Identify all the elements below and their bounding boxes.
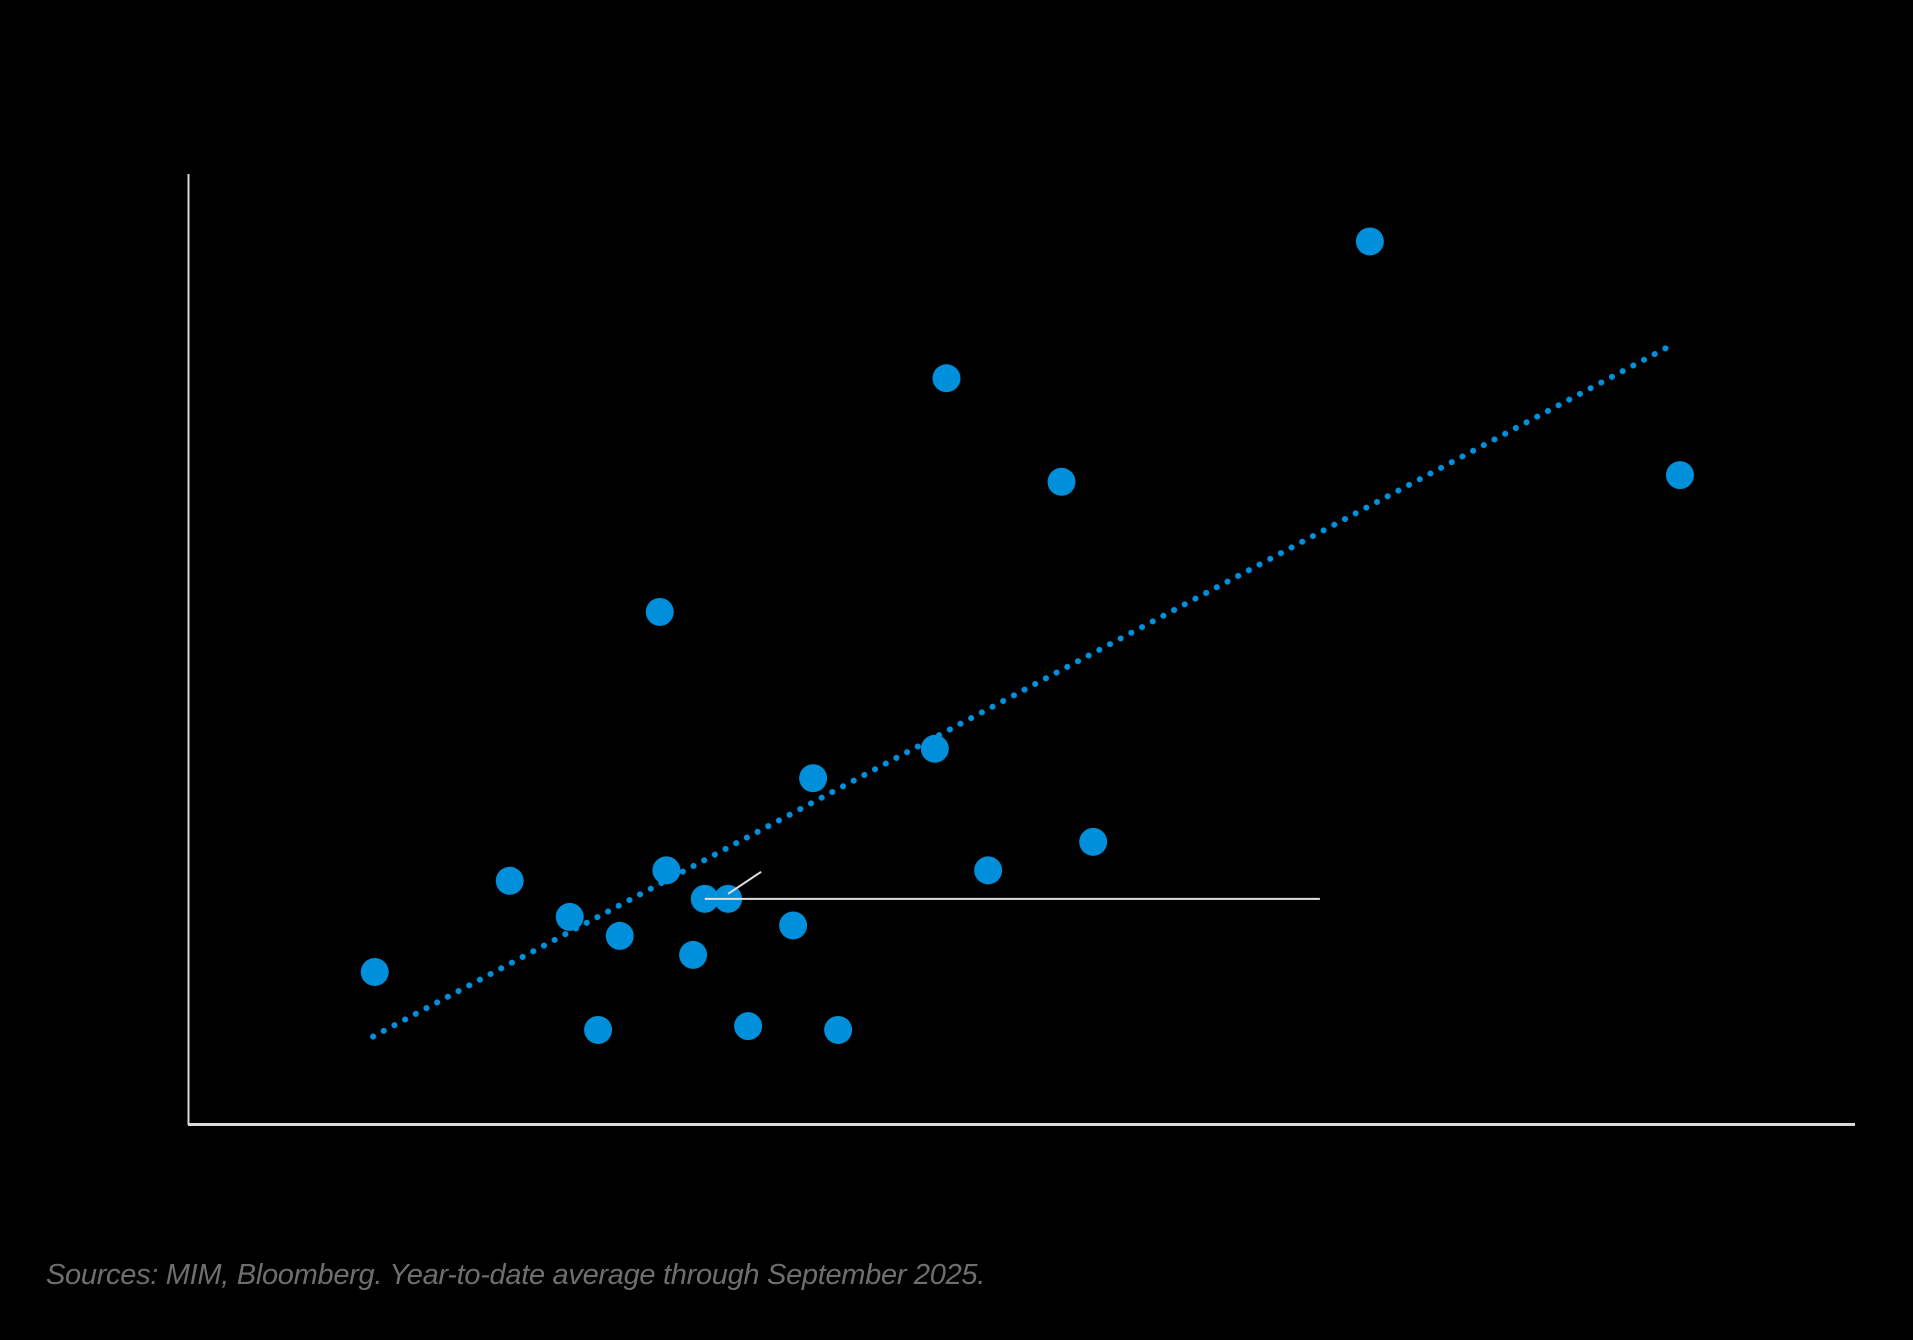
data-point xyxy=(555,902,584,931)
annotation xyxy=(704,871,1320,900)
data-point xyxy=(824,1015,853,1044)
data-point xyxy=(1079,827,1108,856)
data-point xyxy=(679,940,708,969)
data-point xyxy=(360,958,389,986)
data-point xyxy=(1665,461,1694,490)
data-point xyxy=(584,1015,613,1044)
data-points xyxy=(360,227,1694,1044)
trendline xyxy=(370,342,1673,1040)
trendline-dotted xyxy=(370,342,1673,1040)
data-point xyxy=(1355,227,1384,256)
data-point xyxy=(645,597,674,626)
data-point xyxy=(734,1012,763,1041)
annotation-leader-diagonal xyxy=(727,871,762,895)
data-point xyxy=(605,921,634,950)
chart-axes xyxy=(187,174,1855,1126)
data-point xyxy=(1047,467,1076,496)
data-point xyxy=(974,856,1003,885)
data-point xyxy=(920,734,949,763)
data-point xyxy=(495,866,524,895)
data-point xyxy=(932,364,961,393)
data-point xyxy=(799,764,828,793)
data-point xyxy=(779,911,808,940)
source-note: Sources: MIM, Bloomberg. Year-to-date av… xyxy=(46,1259,986,1291)
data-point xyxy=(652,856,681,885)
